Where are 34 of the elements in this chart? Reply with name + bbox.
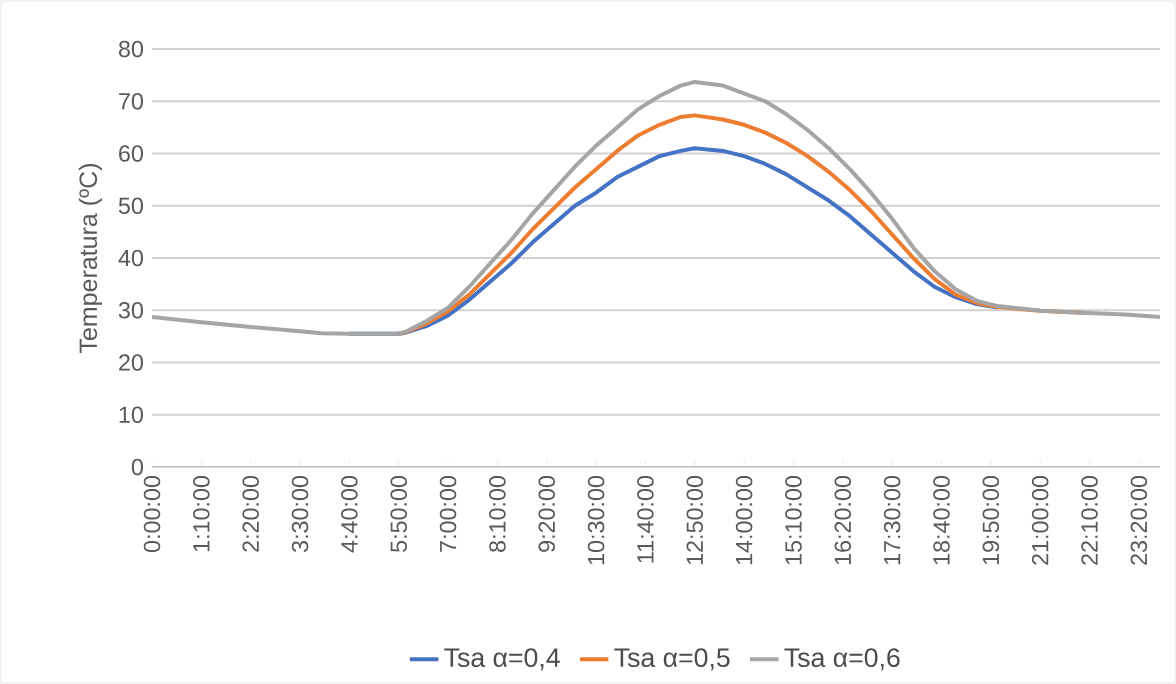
x-tick-label: 22:10:00 (1081, 476, 1098, 565)
x-tick-label: 7:00:00 (439, 476, 457, 552)
x-tick-label: 12:50:00 (686, 476, 704, 565)
x-tick-label: 4:40:00 (341, 476, 358, 553)
x-tick-label: 10:30:00 (587, 476, 605, 565)
y-tick-label: 60 (119, 145, 143, 162)
x-tick-label: 8:10:00 (489, 476, 506, 552)
y-tick-label: 40 (118, 249, 143, 267)
x-tick-label: 23:20:00 (1130, 476, 1148, 565)
legend-label: Tsa α=0,6 (784, 648, 900, 671)
x-tick-label: 15:10:00 (785, 476, 802, 565)
x-tick-label: 2:20:00 (242, 476, 259, 552)
x-tick-label: 14:00:00 (735, 476, 753, 565)
x-tick-label: 1:10:00 (193, 476, 210, 552)
y-tick-label: 20 (119, 354, 143, 371)
legend-label: Tsa α=0,4 (444, 648, 560, 671)
x-tick-label: 9:20:00 (538, 476, 556, 552)
x-tick-label: 18:40:00 (933, 476, 950, 565)
x-tick-label: 3:30:00 (291, 476, 309, 553)
y-tick-label: 30 (118, 301, 143, 319)
y-tick-label: 10 (119, 406, 143, 424)
x-tick-label: 0:00:00 (143, 476, 161, 553)
x-tick-label: 16:20:00 (834, 476, 852, 565)
x-tick-label: 19:50:00 (982, 476, 1000, 565)
x-tick-label: 17:30:00 (883, 476, 901, 565)
y-axis-title: Temperatura (ºC) (78, 164, 103, 354)
legend-label: Tsa α=0,5 (614, 648, 730, 671)
y-tick-label: 50 (118, 197, 143, 215)
y-tick-label: 70 (119, 92, 143, 110)
x-tick-label: 21:00:00 (1031, 476, 1049, 565)
x-tick-label: 5:50:00 (390, 476, 407, 553)
y-tick-label: 0 (131, 458, 143, 476)
x-tick-label: 11:40:00 (637, 476, 654, 563)
y-tick-label: 80 (118, 40, 143, 58)
